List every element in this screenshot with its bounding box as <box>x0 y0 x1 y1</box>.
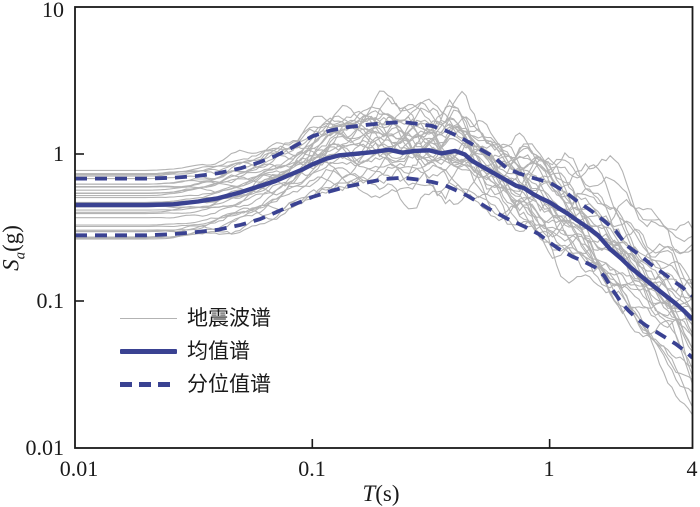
legend-swatch-box-2 <box>120 349 177 354</box>
x-axis-variable: T <box>362 481 376 506</box>
x-axis-unit: (s) <box>375 481 400 506</box>
legend-swatch-box-1 <box>120 317 177 320</box>
dashed-line-swatch <box>120 382 177 387</box>
legend-item-quantile: 分位值谱 <box>120 368 271 401</box>
y-tick-label-10: 10 <box>42 0 64 22</box>
legend-item-ensemble: 地震波谱 <box>120 302 271 335</box>
legend-item-mean: 均值谱 <box>120 335 271 368</box>
y-axis-unit: (g) <box>0 225 24 252</box>
y-axis-subscript: a <box>12 251 29 260</box>
legend-label-mean: 均值谱 <box>187 339 250 363</box>
x-tick-label-0-01: 0.01 <box>59 456 99 481</box>
y-tick-label-0-01: 0.01 <box>25 435 65 460</box>
y-axis-variable: S <box>0 259 24 271</box>
x-tick-label-0-1: 0.1 <box>298 456 326 481</box>
y-axis-label: Sa(g) <box>0 225 32 271</box>
x-tick-label-4: 4 <box>686 456 698 481</box>
y-tick-label-0-1: 0.1 <box>36 288 65 313</box>
y-tick-label-1: 1 <box>53 141 64 166</box>
x-axis-label: T(s) <box>331 482 431 505</box>
x-tick-label-1: 1 <box>543 456 555 481</box>
legend-label-ensemble: 地震波谱 <box>187 306 271 330</box>
legend: 地震波谱 均值谱 分位值谱 <box>120 302 271 401</box>
legend-swatch-box-3 <box>120 382 177 387</box>
thin-gray-line-swatch <box>120 317 177 320</box>
legend-label-quantile: 分位值谱 <box>187 372 271 396</box>
thick-solid-line-swatch <box>120 349 177 354</box>
